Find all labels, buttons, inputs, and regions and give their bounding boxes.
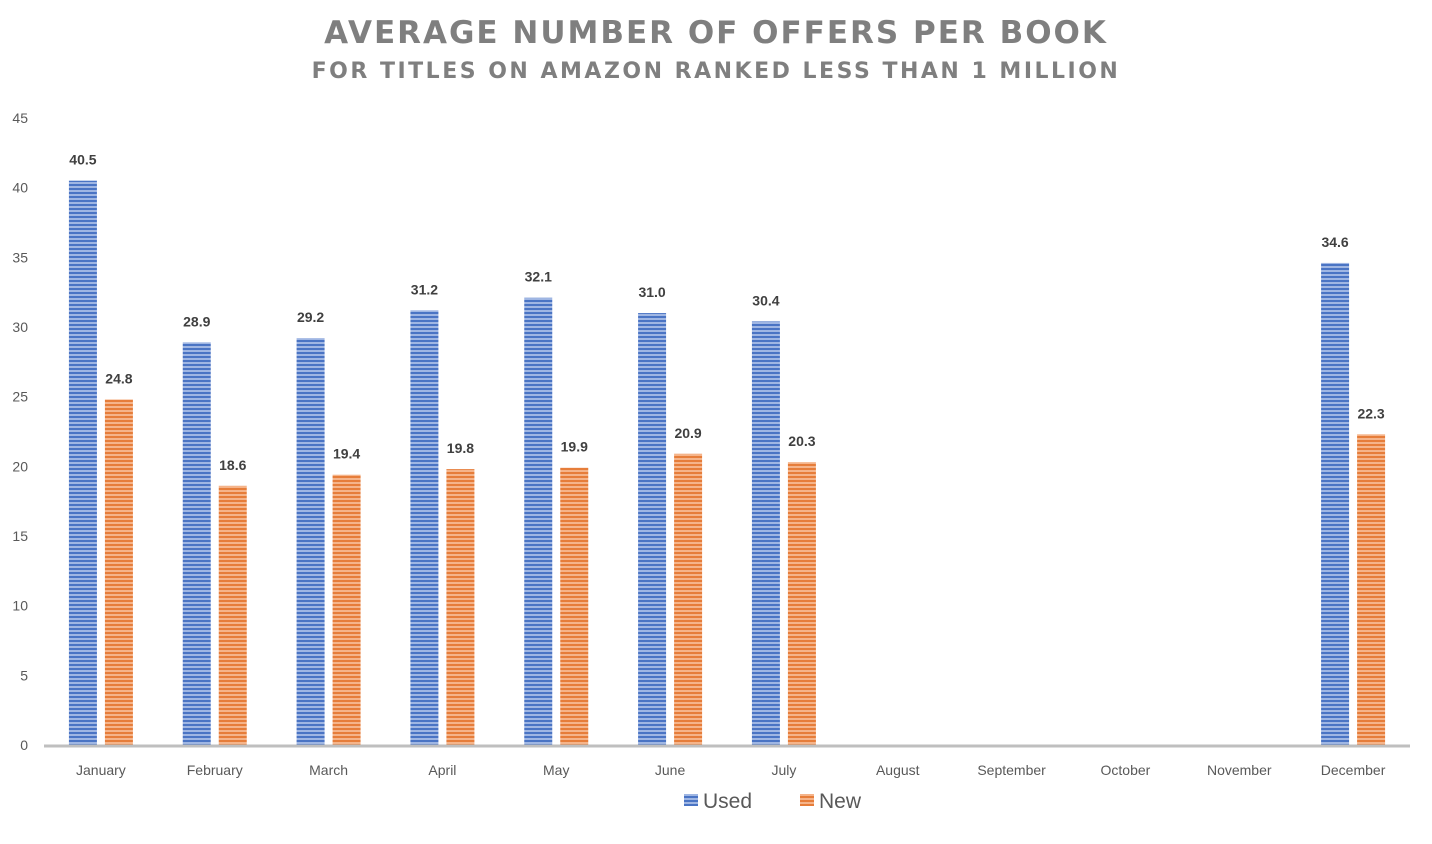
data-label: 29.2 bbox=[297, 309, 324, 325]
x-tick-label: June bbox=[655, 762, 686, 778]
y-tick-label: 15 bbox=[12, 528, 28, 544]
data-label: 31.2 bbox=[411, 281, 438, 297]
bar-new bbox=[104, 399, 133, 745]
data-label: 20.3 bbox=[788, 433, 815, 449]
y-tick-label: 10 bbox=[12, 598, 28, 614]
y-tick-label: 30 bbox=[12, 319, 28, 335]
x-tick-label: March bbox=[309, 762, 348, 778]
y-tick-label: 40 bbox=[12, 180, 28, 196]
bar-new bbox=[674, 453, 703, 745]
y-tick-label: 0 bbox=[20, 737, 28, 753]
bar-used bbox=[638, 313, 667, 745]
bar-used bbox=[524, 297, 553, 745]
data-label: 19.8 bbox=[447, 440, 474, 456]
bar-new bbox=[218, 485, 247, 745]
data-label: 31.0 bbox=[638, 284, 665, 300]
bar-used bbox=[751, 321, 780, 745]
data-label: 40.5 bbox=[69, 152, 96, 168]
x-tick-label: September bbox=[977, 762, 1046, 778]
x-tick-label: February bbox=[187, 762, 243, 778]
y-tick-label: 35 bbox=[12, 249, 28, 265]
x-tick-label: January bbox=[76, 762, 126, 778]
data-label: 32.1 bbox=[525, 269, 552, 285]
chart-title: AVERAGE NUMBER OF OFFERS PER BOOK bbox=[324, 15, 1108, 51]
bar-used bbox=[1321, 262, 1350, 745]
legend: Used New bbox=[684, 790, 862, 813]
bar-new bbox=[787, 462, 816, 745]
legend-swatch-used bbox=[684, 794, 698, 806]
x-tick-label: October bbox=[1101, 762, 1151, 778]
x-tick-label: November bbox=[1207, 762, 1272, 778]
data-label: 24.8 bbox=[105, 370, 132, 386]
x-tick-label: April bbox=[428, 762, 456, 778]
data-label: 30.4 bbox=[752, 292, 779, 308]
y-tick-label: 45 bbox=[12, 110, 28, 126]
data-label: 20.9 bbox=[674, 425, 701, 441]
data-label: 18.6 bbox=[219, 457, 246, 473]
data-label: 28.9 bbox=[183, 313, 210, 329]
bar-used bbox=[68, 180, 97, 745]
data-label: 22.3 bbox=[1357, 405, 1384, 421]
bar-new bbox=[560, 467, 589, 745]
legend-label: New bbox=[819, 790, 862, 813]
bar-new bbox=[1357, 434, 1386, 745]
x-tick-label: May bbox=[543, 762, 569, 778]
y-tick-label: 25 bbox=[12, 389, 28, 405]
bar-used bbox=[296, 338, 325, 745]
x-tick-label: December bbox=[1321, 762, 1386, 778]
bar-used bbox=[410, 310, 439, 745]
data-label: 19.9 bbox=[561, 439, 588, 455]
chart-subtitle: FOR TITLES ON AMAZON RANKED LESS THAN 1 … bbox=[312, 59, 1121, 84]
legend-swatch-new bbox=[800, 794, 814, 806]
bar-new bbox=[446, 469, 475, 745]
bar-new bbox=[332, 474, 361, 745]
data-label: 19.4 bbox=[333, 446, 360, 462]
y-tick-label: 20 bbox=[12, 458, 28, 474]
x-tick-label: July bbox=[771, 762, 796, 778]
legend-label: Used bbox=[703, 790, 752, 813]
data-label: 34.6 bbox=[1321, 234, 1348, 250]
y-tick-label: 5 bbox=[20, 667, 28, 683]
bar-used bbox=[182, 342, 211, 745]
x-tick-label: August bbox=[876, 762, 920, 778]
